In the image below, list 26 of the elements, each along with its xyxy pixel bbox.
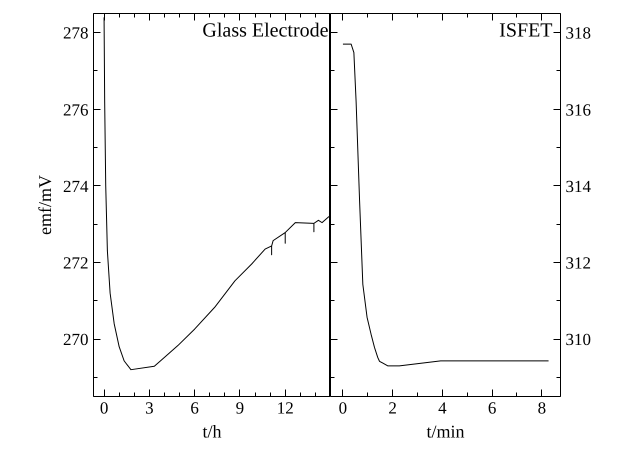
x-tick-label: 6 [488, 398, 496, 418]
y-tick-label: 274 [63, 176, 89, 196]
x-tick-label: 0 [100, 398, 108, 418]
x-tick-label: 6 [190, 398, 199, 418]
chart-title: Glass Electrode [202, 20, 329, 42]
y-axis-title: emf/mV [35, 174, 55, 235]
y-tick-label: 276 [63, 100, 88, 120]
chart-title: ISFET [499, 20, 553, 42]
x-tick-label: 12 [276, 398, 294, 418]
y-tick-label: 318 [566, 24, 591, 43]
x-tick-label: 4 [438, 398, 448, 418]
x-tick-label: 8 [538, 398, 546, 418]
y-tick-label: 278 [63, 24, 88, 43]
y-tick-label: 270 [63, 330, 88, 350]
x-axis-title: t/h [202, 422, 222, 442]
x-tick-label: 0 [338, 398, 348, 418]
x-tick-label: 9 [236, 398, 244, 418]
y-tick-label: 312 [566, 253, 591, 272]
x-axis-title: t/min [426, 422, 465, 442]
x-tick-label: 3 [145, 398, 154, 418]
y-tick-label: 310 [566, 330, 591, 350]
y-tick-label: 314 [566, 176, 592, 196]
line-series [342, 44, 550, 366]
x-tick-label: 2 [388, 398, 397, 418]
y-tick-label: 316 [566, 100, 591, 120]
y-tick-label: 272 [63, 253, 88, 272]
